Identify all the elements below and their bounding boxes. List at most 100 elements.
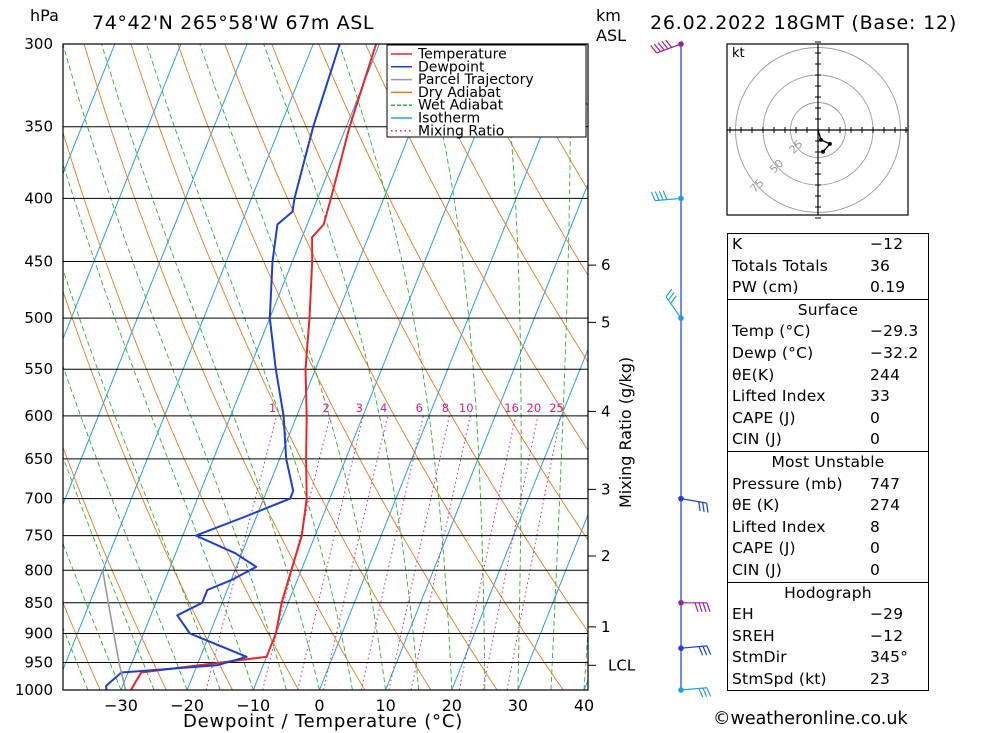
index-label: CAPE (J) [732, 408, 796, 427]
wet-adiabat-line [422, 44, 486, 690]
x-axis-title: Dewpoint / Temperature (°C) [183, 711, 463, 732]
index-label: PW (cm) [732, 278, 799, 297]
temperature-tick-label: −30 [104, 696, 138, 715]
parcel-trajectory-profile [101, 570, 127, 690]
wet-adiabat-line [338, 44, 453, 690]
legend-label: Isotherm [418, 111, 480, 127]
temperature-tick-label: 10 [375, 696, 395, 715]
mixing-ratio-label: 2 [322, 401, 329, 415]
station-location: 74°42'N 265°58'W 67m ASL [92, 12, 374, 34]
index-value: 0 [870, 430, 881, 449]
index-label: Temp (°C) [732, 322, 811, 341]
dry-adiabat-line [365, 44, 588, 452]
index-row: Lifted Index 8 [728, 517, 928, 539]
index-label: SREH [732, 626, 775, 645]
hodograph-point [818, 137, 823, 142]
pressure-tick-label: 950 [24, 653, 53, 671]
wind-barb [650, 39, 682, 54]
wind-barb [665, 288, 682, 319]
index-label: θE(K) [732, 365, 775, 384]
pressure-tick-label: 800 [24, 561, 53, 579]
index-section-title: Surface [728, 298, 928, 322]
temperature-tick-label: 40 [574, 696, 594, 715]
pressure-tick-label: 550 [24, 360, 53, 378]
indices-table: K −12 Totals Totals 36 PW (cm) 0.19 Surface Tem… [727, 233, 929, 692]
index-label: StmSpd (kt) [732, 669, 827, 688]
wet-adiabat-line [501, 44, 522, 690]
plot-frame [62, 43, 589, 691]
index-row: PW (cm) 0.19 [728, 277, 928, 299]
isotherm-line [451, 348, 588, 690]
wet-adiabat-line [63, 542, 122, 690]
height-tick-label: 4 [601, 402, 611, 420]
legend-box [386, 44, 587, 138]
height-tick-label: 1 [601, 618, 611, 636]
wet-adiabat-line [63, 455, 155, 690]
mixing-ratio-label: 4 [380, 401, 387, 415]
mixing-ratio-line [323, 415, 389, 690]
dry-adiabat-line [975, 44, 1000, 690]
isotherm-line [63, 44, 314, 671]
wind-barb [681, 602, 711, 612]
pressure-tick-label: 850 [24, 594, 53, 612]
index-value: 8 [870, 517, 881, 536]
dry-adiabat-line [130, 44, 432, 690]
index-label: Dewp (°C) [732, 343, 814, 362]
mixing-ratio-label: 20 [527, 401, 542, 415]
height-tick-label: LCL [608, 656, 636, 674]
mixing-ratio-line [482, 415, 539, 690]
axis-labels: 1 2 3 4 6 8 10 16 20 2530035040045050055060065070… [15, 35, 636, 715]
index-label: Lifted Index [732, 387, 826, 406]
index-row: CIN (J) 0 [728, 429, 928, 451]
height-tick-label: 2 [601, 547, 611, 565]
mixing-ratio-line [458, 415, 517, 690]
hodograph-unit-label: kt [732, 46, 745, 61]
isotherm-line [120, 44, 380, 690]
index-label: CAPE (J) [732, 539, 796, 558]
forecast-datetime: 26.02.2022 18GMT (Base: 12) [650, 12, 957, 34]
mixing-ratio-label: 25 [549, 401, 564, 415]
wet-adiabat-line [550, 44, 571, 690]
index-section-title: Most Unstable [728, 450, 928, 474]
index-label: θE (K) [732, 496, 780, 515]
index-row: CIN (J) 0 [728, 560, 928, 582]
legend-label: Dry Adiabat [418, 85, 501, 101]
pressure-tick-label: 500 [24, 309, 53, 327]
temperature-tick-label: 20 [442, 696, 462, 715]
index-row: K −12 [728, 234, 928, 256]
mixing-ratio-label: 1 [269, 401, 276, 415]
height-tick-label: 6 [601, 256, 611, 274]
index-label: K [732, 235, 743, 253]
temperature-tick-label: 30 [508, 696, 528, 715]
dry-adiabat-line [928, 44, 1000, 690]
hodograph-point [820, 149, 825, 154]
profile-lines [101, 44, 378, 690]
index-row: EH −29 [728, 604, 928, 626]
index-value: −29 [870, 605, 904, 624]
isotherm-line [252, 44, 513, 690]
index-row: Pressure (mb) 747 [728, 474, 928, 496]
index-value: 36 [870, 256, 891, 275]
temperature-tick-label: −10 [236, 696, 270, 715]
isotherm-line [63, 44, 116, 175]
km-unit-label: km [596, 6, 621, 25]
mixing-ratio-label: 8 [442, 401, 449, 415]
isotherm-line [63, 44, 248, 506]
isotherm-line [63, 44, 182, 341]
index-value: 23 [870, 669, 891, 688]
pressure-tick-label: 750 [24, 527, 53, 545]
index-row: Dewp (°C) −32.2 [728, 343, 928, 365]
hodograph-point [827, 141, 832, 146]
index-value: 345° [870, 648, 909, 667]
hpa-unit-label: hPa [30, 6, 59, 25]
index-label: Totals Totals [732, 256, 829, 275]
pressure-tick-label: 900 [24, 624, 53, 642]
isotherm-line [385, 182, 588, 690]
index-row: θE(K) 244 [728, 365, 928, 387]
dry-adiabat-line [271, 44, 588, 633]
index-label: Lifted Index [732, 517, 826, 536]
isotherm-line [318, 44, 579, 690]
wet-adiabat-line [101, 44, 320, 690]
index-row: StmSpd (kt) 23 [728, 669, 928, 691]
